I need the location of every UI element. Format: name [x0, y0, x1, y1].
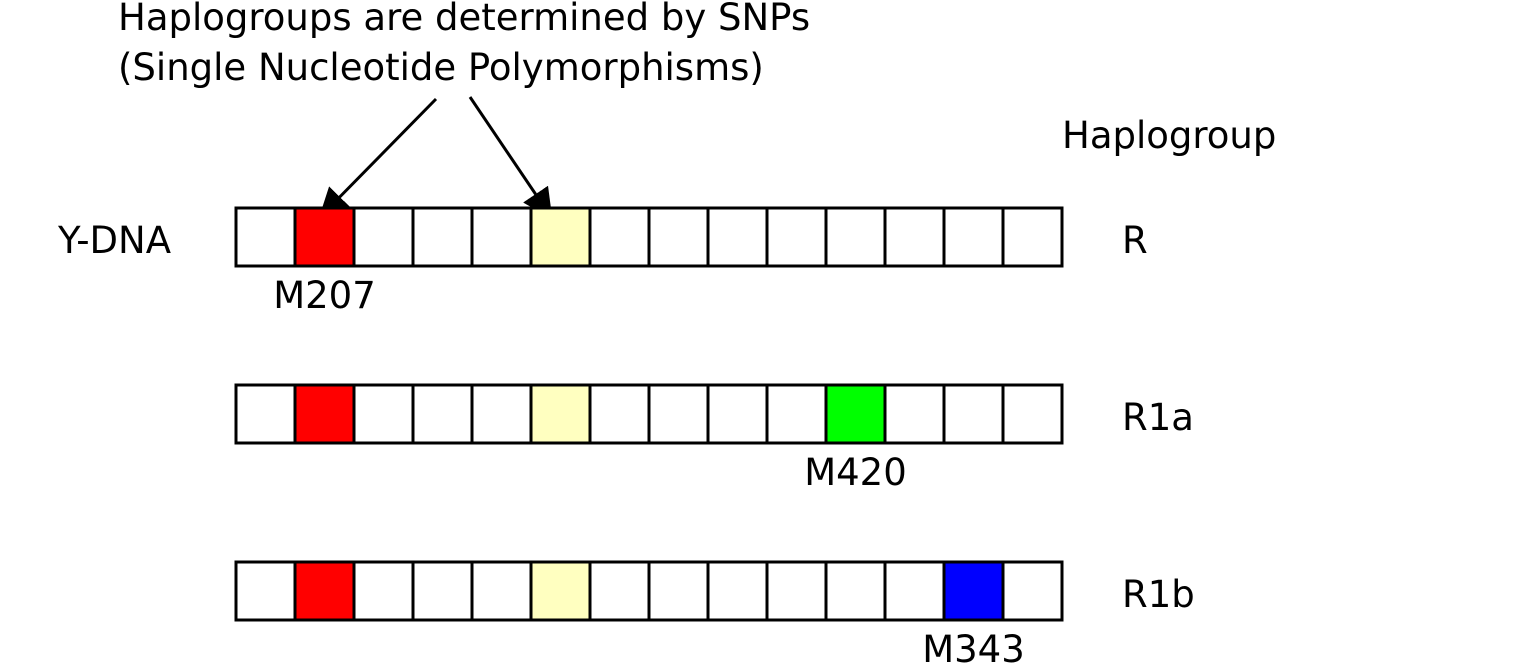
haplogroup-column-header: Haplogroup	[1062, 114, 1276, 157]
dna-strand-r: R M207	[234, 206, 1148, 317]
snp-cell-highlighted	[293, 206, 356, 268]
snp-cell-highlighted	[293, 560, 356, 622]
dna-strand-r1b: R1b M343	[234, 560, 1195, 665]
dna-strands: R M207 R1a M420 R1b M343	[234, 206, 1195, 665]
snp-arrow	[468, 96, 553, 219]
snp-cell	[234, 383, 297, 445]
snp-cell	[765, 560, 828, 622]
snp-marker-label: M343	[922, 628, 1025, 665]
snp-cell	[942, 206, 1005, 268]
snp-marker-label: M207	[273, 274, 376, 317]
snp-cell	[1001, 206, 1064, 268]
snp-cell	[470, 560, 533, 622]
snp-cell	[352, 383, 415, 445]
snp-cell	[647, 206, 710, 268]
snp-cell	[647, 560, 710, 622]
dna-strand-r1a: R1a M420	[234, 383, 1194, 494]
snp-cell	[824, 560, 887, 622]
snp-marker-label: M420	[804, 451, 907, 494]
snp-cell	[824, 206, 887, 268]
snp-arrow	[318, 97, 438, 219]
y-dna-label: Y-DNA	[57, 219, 171, 262]
haplogroup-label: R	[1122, 219, 1148, 262]
snp-cell	[352, 560, 415, 622]
snp-cell	[883, 560, 946, 622]
snp-cell	[234, 206, 297, 268]
snp-cell	[411, 383, 474, 445]
snp-cell	[588, 560, 651, 622]
snp-cell	[1001, 560, 1064, 622]
title-line-2: (Single Nucleotide Polymorphisms)	[118, 46, 764, 89]
snp-cell	[647, 383, 710, 445]
snp-cell-highlighted	[529, 206, 592, 268]
snp-cell	[942, 383, 1005, 445]
snp-cell	[352, 206, 415, 268]
snp-cell	[1001, 383, 1064, 445]
title-line-1: Haplogroups are determined by SNPs	[118, 0, 810, 39]
snp-cell	[470, 383, 533, 445]
snp-cell-highlighted	[529, 383, 592, 445]
snp-cell	[234, 560, 297, 622]
snp-cell	[706, 560, 769, 622]
snp-cell	[588, 206, 651, 268]
snp-cell	[588, 383, 651, 445]
snp-cell	[706, 206, 769, 268]
snp-cell-highlighted	[942, 560, 1005, 622]
snp-cell	[765, 383, 828, 445]
haplogroup-label: R1a	[1122, 396, 1194, 439]
snp-arrows	[318, 96, 553, 219]
snp-cell-highlighted	[824, 383, 887, 445]
snp-cell	[883, 383, 946, 445]
snp-cell	[883, 206, 946, 268]
snp-cell	[765, 206, 828, 268]
snp-cell	[411, 206, 474, 268]
snp-cell	[706, 383, 769, 445]
snp-cell-highlighted	[529, 560, 592, 622]
haplogroup-label: R1b	[1122, 573, 1195, 616]
snp-cell-highlighted	[293, 383, 356, 445]
snp-cell	[411, 560, 474, 622]
snp-cell	[470, 206, 533, 268]
